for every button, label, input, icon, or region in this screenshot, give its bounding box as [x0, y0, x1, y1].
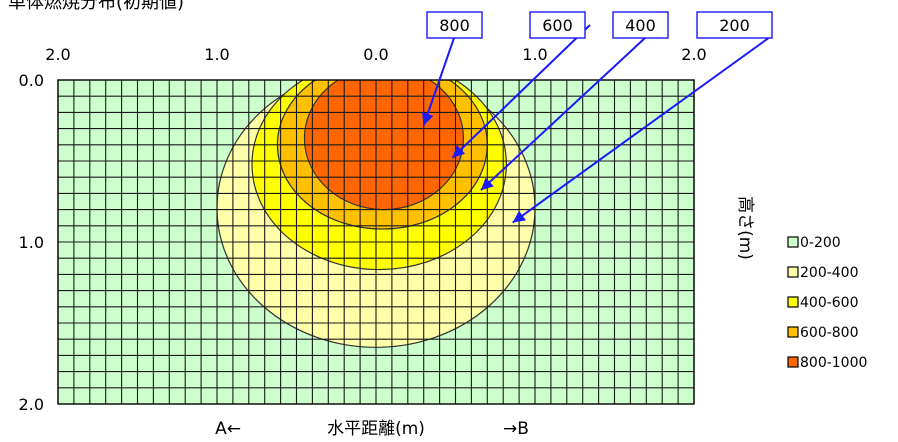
y-tick-label: 2.0: [19, 395, 44, 414]
legend-swatch: [787, 236, 799, 248]
y-axis-label: 高さ(m): [735, 196, 755, 260]
callout-box: [612, 11, 669, 39]
callout-arrow-head: [452, 145, 466, 158]
callout-box: [529, 11, 586, 39]
legend: 0-200 200-400 400-600 600-800 800-1000: [787, 235, 867, 371]
x-axis-label-left: A←: [215, 419, 241, 439]
x-tick-label: 2.0: [681, 45, 706, 64]
callout-label: 200: [719, 16, 750, 35]
callout-arrow-line: [451, 24, 591, 159]
x-tick-label: 1.0: [204, 45, 229, 64]
y-tick-label: 1.0: [19, 233, 44, 252]
legend-label: 800-1000: [800, 355, 867, 371]
chart-title: 単体燃焼分布(初期値): [8, 0, 184, 13]
legend-label: 200-400: [800, 265, 859, 281]
legend-swatch: [787, 266, 799, 278]
legend-swatch: [787, 326, 799, 338]
callouts: 800 600 400 200: [421, 11, 773, 224]
x-tick-label: 2.0: [45, 45, 70, 64]
legend-label: 600-800: [800, 325, 859, 341]
legend-label: 0-200: [800, 235, 841, 251]
callout-arrow-head: [421, 112, 434, 126]
callout-arrow-head: [512, 210, 526, 223]
callout-arrow-line: [422, 37, 455, 126]
callout-arrow-line: [480, 37, 646, 191]
x-axis-label: 水平距離(m): [327, 419, 425, 439]
x-tick-label: 1.0: [522, 45, 547, 64]
legend-label: 400-600: [800, 295, 859, 311]
callout-box: [426, 11, 483, 39]
grid-lines: [57, 79, 695, 405]
y-tick-label: 0.0: [19, 71, 44, 90]
callout-label: 800: [439, 16, 470, 35]
callout-box: [696, 11, 773, 39]
legend-swatch: [787, 296, 799, 308]
x-axis-ticks: 2.0 1.0 0.0 1.0 2.0: [45, 45, 706, 64]
x-tick-label: 0.0: [363, 45, 388, 64]
legend-swatch: [787, 356, 799, 368]
callout-arrow-head: [480, 177, 494, 191]
y-axis-ticks: 0.0 1.0 2.0: [19, 71, 44, 414]
callout-arrow-line: [512, 36, 771, 224]
callout-label: 600: [542, 16, 573, 35]
plot-area: [57, 79, 695, 405]
plot-border: [57, 79, 695, 405]
x-axis-label-right: →B: [503, 419, 529, 439]
callout-label: 400: [625, 16, 656, 35]
